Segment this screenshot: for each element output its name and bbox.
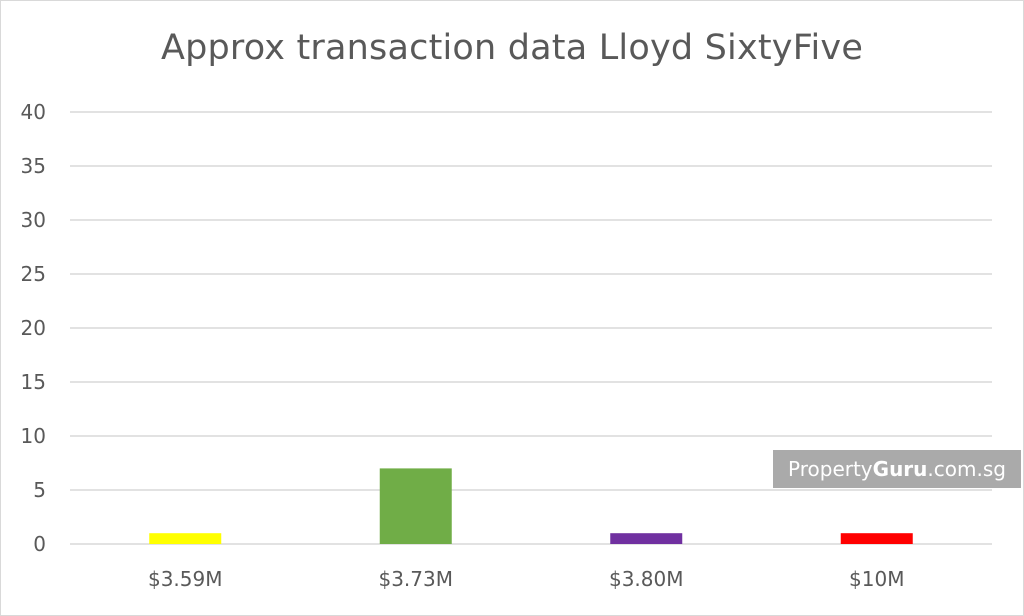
watermark-brand: Guru bbox=[872, 457, 928, 481]
bar-2 bbox=[379, 468, 452, 544]
x-category-label: $10M bbox=[849, 567, 904, 591]
y-tick-label: 10 bbox=[21, 424, 46, 448]
propertyguru-watermark: PropertyGuru.com.sg bbox=[773, 450, 1021, 488]
y-tick-label: 35 bbox=[21, 154, 46, 178]
y-tick-label: 25 bbox=[21, 262, 46, 286]
y-tick-label: 15 bbox=[21, 370, 46, 394]
y-tick-label: 5 bbox=[33, 478, 46, 502]
y-tick-label: 30 bbox=[21, 208, 46, 232]
bar-1 bbox=[149, 533, 222, 544]
bar-3 bbox=[610, 533, 683, 544]
y-tick-label: 40 bbox=[21, 100, 46, 124]
watermark-suffix: .com.sg bbox=[927, 457, 1006, 481]
x-category-label: $3.73M bbox=[378, 567, 453, 591]
watermark-prefix: Property bbox=[788, 457, 873, 481]
chart-title: Approx transaction data Lloyd SixtyFive bbox=[160, 28, 864, 68]
bar-4 bbox=[840, 533, 913, 544]
y-tick-label: 0 bbox=[33, 532, 46, 556]
x-category-label: $3.80M bbox=[609, 567, 684, 591]
y-tick-label: 20 bbox=[21, 316, 46, 340]
x-category-label: $3.59M bbox=[148, 567, 223, 591]
